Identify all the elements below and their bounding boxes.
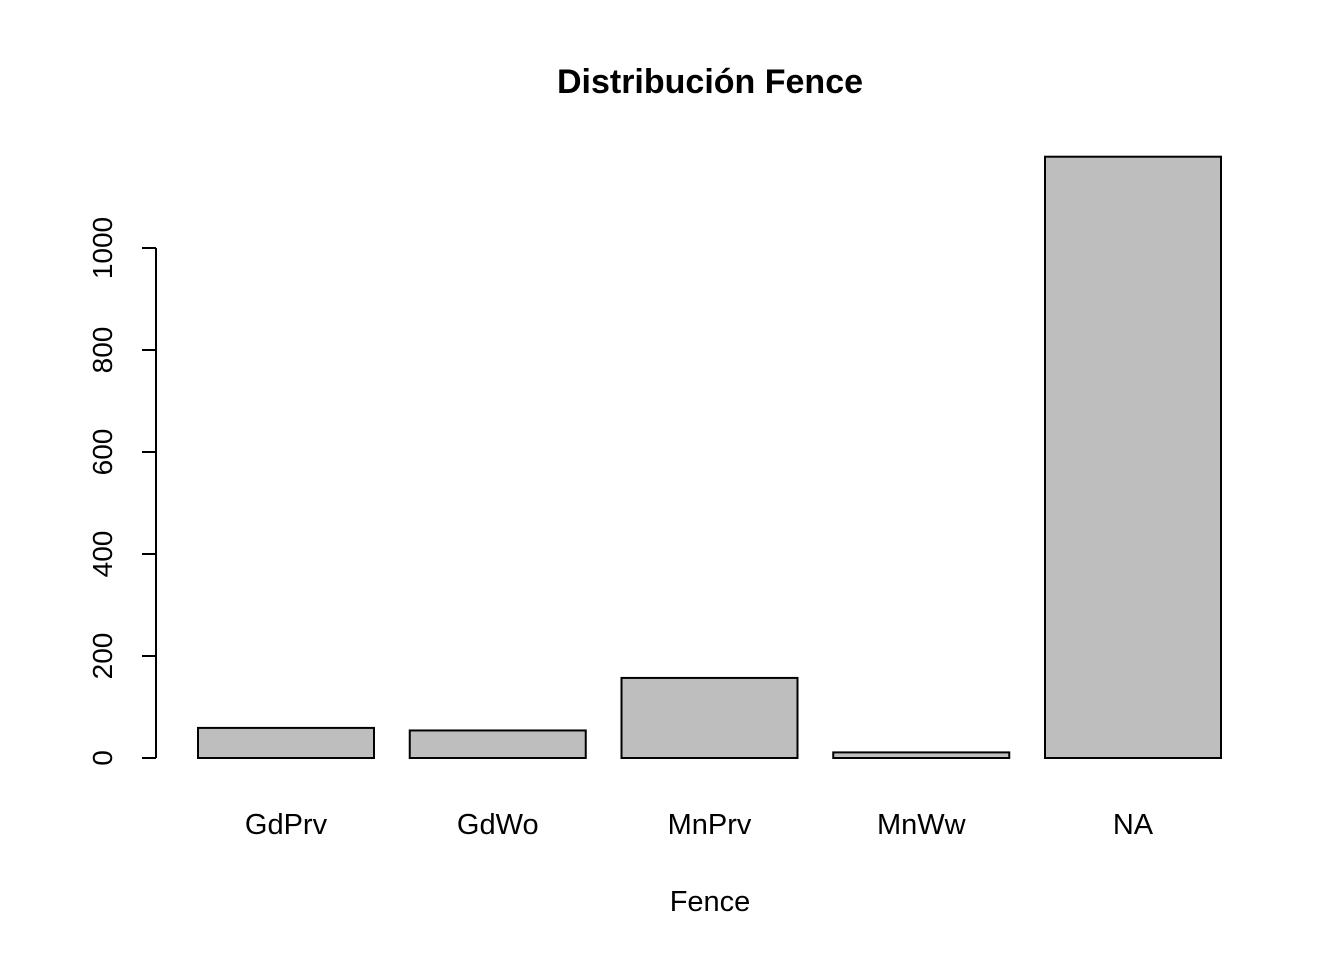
chart-title: Distribución Fence xyxy=(557,63,863,101)
bar-gdwo xyxy=(408,729,587,760)
y-tick-label-400: 400 xyxy=(87,531,118,578)
category-label-mnww: MnWw xyxy=(877,809,967,841)
bars-group xyxy=(197,155,1222,760)
category-label-gdprv: GdPrv xyxy=(245,809,328,841)
x-axis-label: Fence xyxy=(670,886,751,918)
category-label-na: NA xyxy=(1113,809,1154,841)
y-tick-label-800: 800 xyxy=(87,327,118,374)
category-label-mnprv: MnPrv xyxy=(668,809,752,841)
bar-na xyxy=(1044,155,1222,759)
bar-mnprv xyxy=(620,676,799,759)
category-labels: GdPrv GdWo MnPrv MnWw NA xyxy=(245,809,1154,841)
y-tick-label-600: 600 xyxy=(87,429,118,476)
bar-mnww xyxy=(832,751,1011,760)
y-tick-label-1000: 1000 xyxy=(87,217,118,279)
bar-gdprv xyxy=(197,726,375,759)
y-tick-label-200: 200 xyxy=(87,633,118,680)
y-tick-label-0: 0 xyxy=(87,750,118,766)
category-label-gdwo: GdWo xyxy=(457,809,539,841)
y-axis: 0 200 400 600 800 1000 xyxy=(87,217,157,766)
